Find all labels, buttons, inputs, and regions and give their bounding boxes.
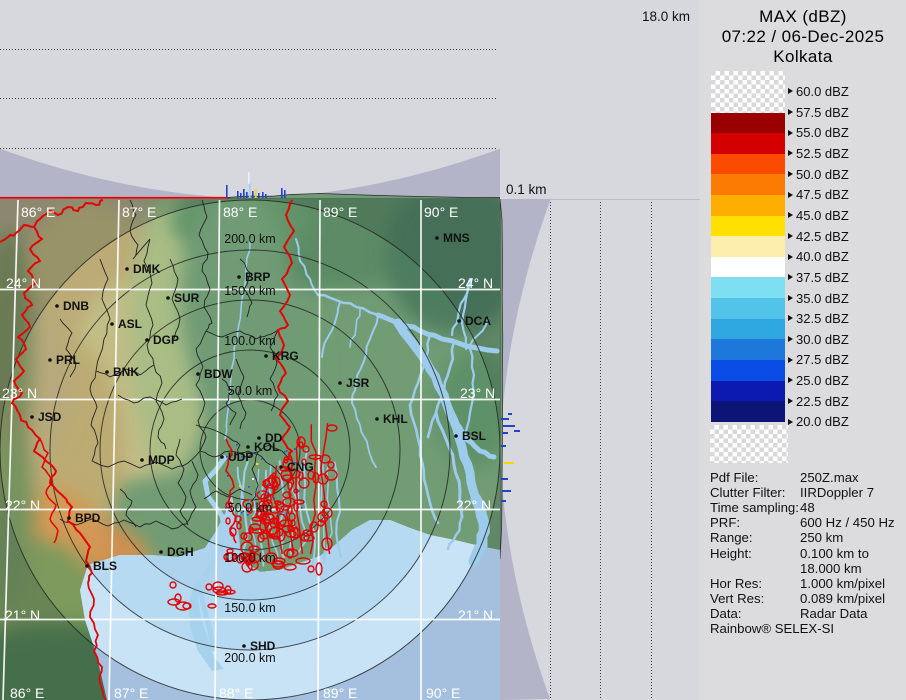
- svg-text:SHD: SHD: [250, 639, 276, 653]
- svg-text:MDP: MDP: [148, 453, 175, 467]
- svg-text:23° N: 23° N: [460, 385, 495, 401]
- svg-text:BRP: BRP: [245, 270, 270, 284]
- svg-text:DD: DD: [265, 431, 283, 445]
- svg-text:89° E: 89° E: [323, 204, 357, 220]
- svg-text:BLS: BLS: [93, 559, 117, 573]
- svg-text:MNS: MNS: [443, 231, 470, 245]
- svg-text:SUR: SUR: [174, 291, 200, 305]
- svg-text:88° E: 88° E: [223, 204, 257, 220]
- svg-text:KOL: KOL: [254, 440, 279, 454]
- svg-text:BSL: BSL: [462, 429, 486, 443]
- svg-text:86° E: 86° E: [21, 204, 55, 220]
- svg-text:100.0 km: 100.0 km: [224, 334, 275, 348]
- svg-text:DNB: DNB: [63, 299, 89, 313]
- svg-text:86° E: 86° E: [10, 685, 44, 700]
- svg-text:150.0 km: 150.0 km: [224, 601, 275, 615]
- svg-text:50.0 km: 50.0 km: [228, 501, 272, 515]
- svg-text:22° N: 22° N: [5, 497, 40, 513]
- svg-text:90° E: 90° E: [426, 685, 460, 700]
- svg-text:24° N: 24° N: [6, 275, 41, 291]
- svg-text:BDW: BDW: [204, 367, 233, 381]
- svg-text:87° E: 87° E: [122, 204, 156, 220]
- svg-text:88° E: 88° E: [219, 685, 253, 700]
- svg-text:PRL: PRL: [56, 353, 80, 367]
- svg-text:200.0 km: 200.0 km: [224, 651, 275, 665]
- svg-text:KRG: KRG: [272, 349, 299, 363]
- svg-text:KHL: KHL: [383, 412, 408, 426]
- svg-text:150.0 km: 150.0 km: [224, 284, 275, 298]
- svg-text:JSD: JSD: [38, 410, 62, 424]
- svg-text:23° N: 23° N: [2, 385, 37, 401]
- svg-text:87° E: 87° E: [114, 685, 148, 700]
- svg-text:21° N: 21° N: [458, 607, 493, 623]
- svg-text:BNK: BNK: [113, 365, 139, 379]
- svg-text:JSR: JSR: [346, 376, 370, 390]
- svg-text:200.0 km: 200.0 km: [224, 232, 275, 246]
- svg-text:ASL: ASL: [118, 317, 142, 331]
- svg-text:DMK: DMK: [133, 262, 161, 276]
- svg-text:90° E: 90° E: [424, 204, 458, 220]
- svg-text:24° N: 24° N: [458, 275, 493, 291]
- svg-text:UDP: UDP: [228, 450, 253, 464]
- svg-text:50.0 km: 50.0 km: [228, 384, 272, 398]
- svg-text:CNG: CNG: [287, 460, 314, 474]
- svg-text:22° N: 22° N: [456, 497, 491, 513]
- svg-text:DCA: DCA: [465, 314, 491, 328]
- svg-text:BPD: BPD: [75, 511, 101, 525]
- svg-text:89° E: 89° E: [323, 685, 357, 700]
- svg-text:21° N: 21° N: [5, 607, 40, 623]
- svg-text:100.0 km: 100.0 km: [224, 551, 275, 565]
- svg-text:DGP: DGP: [153, 333, 179, 347]
- svg-text:DGH: DGH: [167, 545, 194, 559]
